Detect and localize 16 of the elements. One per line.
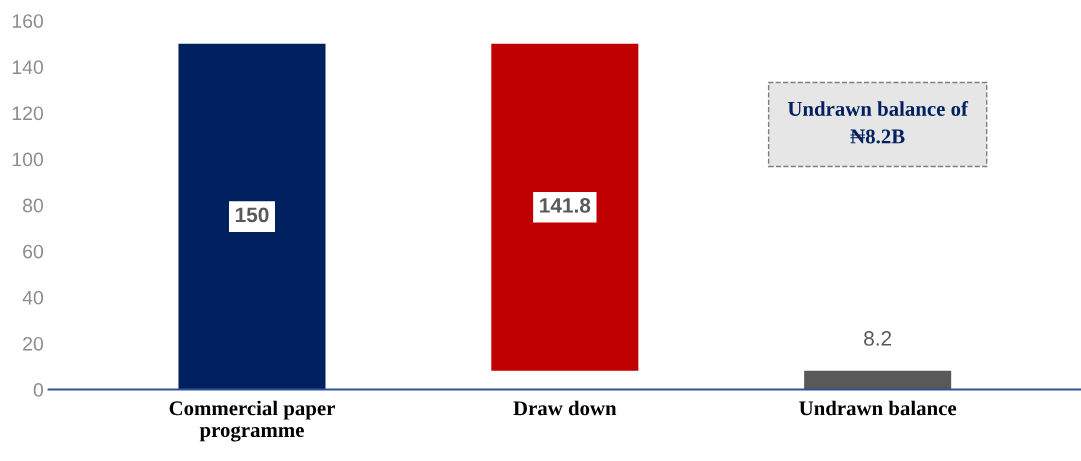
x-tick-label: Commercial paper programme [169, 400, 335, 442]
y-tick-label: 40 [22, 290, 44, 305]
y-tick-label: 80 [23, 198, 44, 213]
y-tick-label: 0 [33, 383, 44, 397]
x-tick-label: Draw down [513, 400, 617, 416]
data-label: 8.2 [864, 331, 892, 346]
y-tick-label: 120 [12, 106, 44, 121]
data-label: 141.8 [540, 198, 591, 213]
y-tick-label: 160 [12, 14, 44, 28]
y-tick-label: 60 [23, 244, 44, 259]
x-tick-label: Undrawn balance [799, 400, 957, 416]
y-tick-label: 20 [23, 336, 44, 351]
y-tick-label: 140 [12, 60, 44, 75]
y-tick-label: 100 [12, 152, 44, 167]
data-label: 150 [235, 207, 269, 223]
annotation: Undrawn balance of ₦8.2B [787, 101, 969, 144]
